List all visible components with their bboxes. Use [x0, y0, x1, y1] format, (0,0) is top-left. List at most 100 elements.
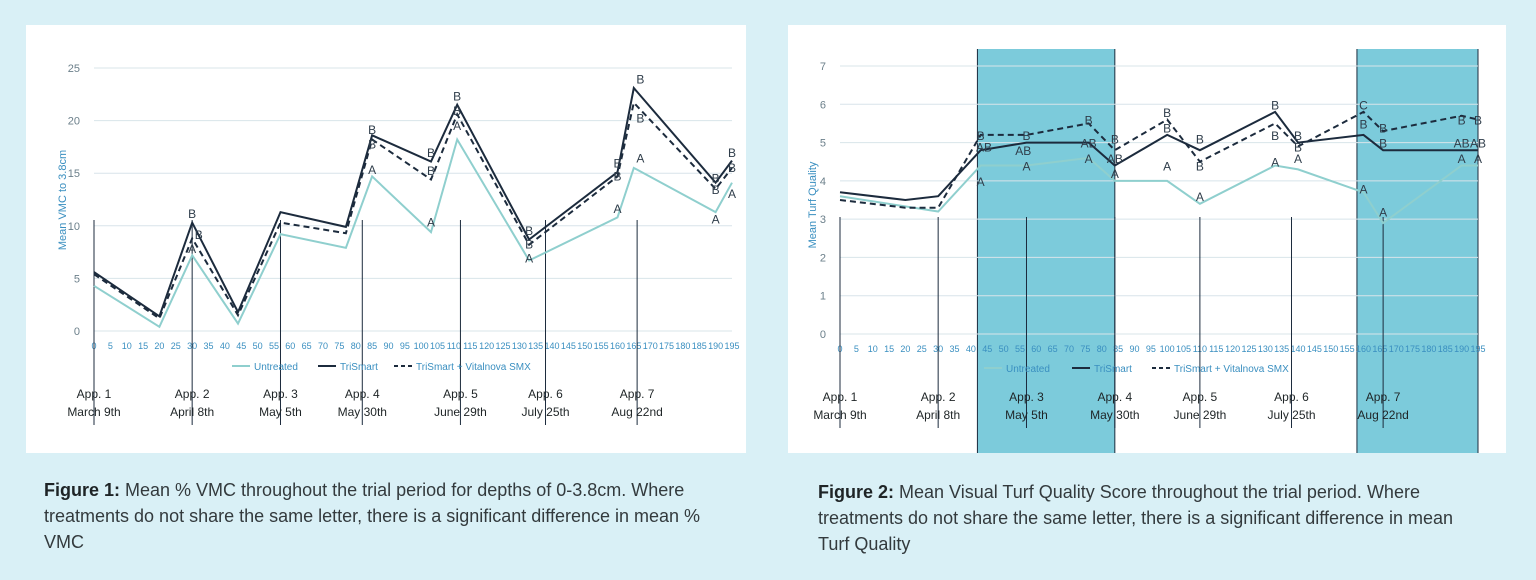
application-date: April 8th	[916, 408, 960, 422]
figure-1-caption-text: Mean % VMC throughout the trial period f…	[44, 480, 701, 552]
x-tick-label: 170	[643, 341, 658, 351]
application-date: May 5th	[259, 405, 302, 419]
significance-letter: B	[427, 146, 435, 160]
significance-letter: B	[636, 73, 644, 87]
significance-letter: B	[1163, 106, 1171, 120]
significance-letter: A	[525, 251, 533, 265]
significance-letter: A	[1294, 152, 1302, 166]
application-date: April 8th	[170, 405, 214, 419]
significance-letter: B	[728, 146, 736, 160]
significance-letter: B	[712, 183, 720, 197]
x-tick-label: 70	[1064, 344, 1074, 354]
application-date: Aug 22nd	[1357, 408, 1408, 422]
significance-letter: A	[1196, 190, 1204, 204]
x-tick-label: 90	[383, 341, 393, 351]
application-label: App. 6	[528, 387, 563, 401]
x-tick-label: 40	[220, 341, 230, 351]
x-tick-label: 85	[1113, 344, 1123, 354]
x-tick-label: 135	[528, 341, 543, 351]
x-tick-label: 100	[414, 341, 429, 351]
application-label: App. 2	[921, 390, 956, 404]
x-tick-label: 70	[318, 341, 328, 351]
x-tick-label: 95	[1146, 344, 1156, 354]
x-tick-label: 55	[1015, 344, 1025, 354]
y-tick-label: 3	[820, 214, 826, 226]
x-tick-label: 165	[626, 341, 641, 351]
x-tick-label: 20	[154, 341, 164, 351]
x-tick-label: 135	[1274, 344, 1289, 354]
y-tick-label: 10	[68, 221, 80, 233]
x-tick-label: 160	[610, 341, 625, 351]
x-tick-label: 105	[430, 341, 445, 351]
significance-letter: B	[1111, 133, 1119, 147]
x-tick-label: 185	[692, 341, 707, 351]
x-tick-label: 190	[1454, 344, 1469, 354]
significance-letter: B	[1359, 117, 1367, 131]
x-tick-label: 155	[594, 341, 609, 351]
significance-letter: A	[1359, 183, 1367, 197]
x-tick-label: 115	[463, 341, 477, 351]
legend-label: TriSmart + Vitalnova SMX	[1174, 364, 1289, 375]
legend-label: Untreated	[1006, 364, 1050, 375]
significance-letter: A	[453, 119, 461, 133]
significance-letter: B	[1022, 129, 1030, 143]
application-label: App. 7	[1366, 390, 1401, 404]
application-label: App. 1	[823, 390, 858, 404]
significance-letter: B	[1379, 137, 1387, 151]
x-tick-label: 50	[253, 341, 263, 351]
significance-letter: B	[1379, 121, 1387, 135]
x-tick-label: 150	[1323, 344, 1338, 354]
significance-letter: A	[427, 216, 435, 230]
significance-letter: AB	[1107, 152, 1123, 166]
x-tick-label: 145	[561, 341, 576, 351]
application-label: App. 3	[263, 387, 298, 401]
application-date: May 30th	[1090, 408, 1139, 422]
x-tick-label: 120	[479, 341, 494, 351]
x-tick-label: 75	[334, 341, 344, 351]
significance-letter: B	[1458, 114, 1466, 128]
significance-letter: B	[1196, 133, 1204, 147]
legend-label: Untreated	[254, 362, 298, 373]
x-tick-label: 80	[1097, 344, 1107, 354]
x-tick-label: 5	[854, 344, 859, 354]
x-tick-label: 75	[1080, 344, 1090, 354]
y-tick-label: 5	[820, 138, 826, 150]
highlight-band	[977, 49, 1115, 453]
highlight-band	[1356, 49, 1478, 453]
x-tick-label: 180	[675, 341, 690, 351]
x-tick-label: 60	[1031, 344, 1041, 354]
x-tick-label: 45	[982, 344, 992, 354]
figure-1-caption-label: Figure 1:	[44, 480, 121, 500]
significance-letter: AB	[976, 140, 992, 154]
application-date: March 9th	[67, 405, 120, 419]
x-tick-label: 25	[917, 344, 927, 354]
y-axis-label: Mean VMC to 3.8cm	[57, 150, 69, 250]
significance-letter: B	[1085, 114, 1093, 128]
significance-letter: B	[188, 207, 196, 221]
significance-letter: A	[613, 202, 621, 216]
significance-letter: B	[712, 171, 720, 185]
significance-letter: B	[195, 228, 203, 242]
figure-1-caption: Figure 1: Mean % VMC throughout the tria…	[44, 477, 704, 555]
x-tick-label: 175	[1405, 344, 1420, 354]
significance-letter: A	[1458, 152, 1466, 166]
y-tick-label: 4	[820, 176, 826, 188]
y-tick-label: 1	[820, 291, 826, 303]
y-tick-label: 2	[820, 252, 826, 264]
application-date: June 29th	[1174, 408, 1227, 422]
y-axis-label: Mean Turf Quality	[807, 161, 819, 248]
application-label: App. 1	[77, 387, 112, 401]
y-tick-label: 7	[820, 61, 826, 73]
x-tick-label: 195	[1470, 344, 1485, 354]
significance-letter: A	[636, 151, 644, 165]
series-line-trismart	[839, 110, 1478, 202]
x-tick-label: 120	[1225, 344, 1240, 354]
x-tick-label: 130	[1258, 344, 1273, 354]
significance-letter: B	[1271, 98, 1279, 112]
y-tick-label: 5	[74, 273, 80, 285]
application-date: Aug 22nd	[611, 405, 662, 419]
significance-letter: B	[368, 138, 376, 152]
x-tick-label: 80	[351, 341, 361, 351]
